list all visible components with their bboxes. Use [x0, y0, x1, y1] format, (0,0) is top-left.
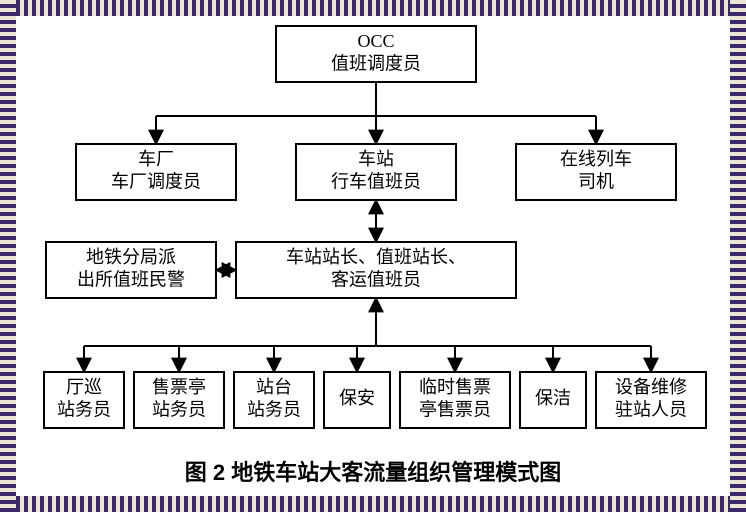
node-station_op-line0: 车站	[358, 149, 394, 169]
node-depot-line0: 车厂	[138, 149, 174, 169]
node-driver-line1: 司机	[578, 171, 614, 191]
node-b1-line1: 站务员	[57, 399, 111, 419]
node-b5-line1: 亭售票员	[419, 399, 491, 419]
node-b4: 保安	[324, 372, 390, 428]
node-b3: 站台站务员	[234, 372, 314, 428]
node-b3-line0: 站台	[256, 377, 292, 397]
node-b2-line0: 售票亭	[152, 377, 206, 397]
node-b1: 厅巡站务员	[44, 372, 124, 428]
node-center: 车站站长、值班站长、客运值班员	[236, 242, 516, 298]
frame-border-top	[0, 0, 746, 16]
node-station_op-line1: 行车值班员	[331, 171, 421, 191]
node-depot-line1: 车厂调度员	[111, 171, 201, 191]
node-b5-line0: 临时售票	[419, 377, 491, 397]
node-b2: 售票亭站务员	[134, 372, 224, 428]
node-occ-line1: 值班调度员	[331, 53, 421, 73]
diagram-frame: OCC值班调度员车厂车厂调度员车站行车值班员在线列车司机地铁分局派出所值班民警车…	[0, 0, 746, 512]
node-occ-line0: OCC	[357, 31, 394, 51]
node-occ: OCC值班调度员	[276, 26, 476, 82]
node-b7-line0: 设备维修	[615, 377, 687, 397]
node-b4-line0: 保安	[339, 388, 375, 408]
node-police-line0: 地铁分局派	[86, 247, 176, 267]
frame-border-bottom	[0, 496, 746, 512]
diagram-inner: OCC值班调度员车厂车厂调度员车站行车值班员在线列车司机地铁分局派出所值班民警车…	[16, 16, 730, 496]
node-b2-line1: 站务员	[152, 399, 206, 419]
node-b3-line1: 站务员	[247, 399, 301, 419]
node-driver: 在线列车司机	[516, 144, 676, 200]
node-b1-line0: 厅巡	[66, 377, 102, 397]
node-police-line1: 出所值班民警	[77, 269, 185, 289]
figure-caption: 图 2 地铁车站大客流量组织管理模式图	[185, 460, 561, 485]
node-b6-line0: 保洁	[535, 388, 571, 408]
node-police: 地铁分局派出所值班民警	[46, 242, 216, 298]
node-center-line1: 客运值班员	[331, 269, 421, 289]
node-center-line0: 车站站长、值班站长、	[286, 247, 466, 267]
node-b5: 临时售票亭售票员	[400, 372, 510, 428]
frame-border-left	[0, 0, 16, 512]
frame-border-right	[730, 0, 746, 512]
diagram-svg: OCC值班调度员车厂车厂调度员车站行车值班员在线列车司机地铁分局派出所值班民警车…	[16, 16, 730, 496]
node-station_op: 车站行车值班员	[296, 144, 456, 200]
node-b7: 设备维修驻站人员	[596, 372, 706, 428]
node-driver-line0: 在线列车	[560, 149, 632, 169]
node-depot: 车厂车厂调度员	[76, 144, 236, 200]
node-b6: 保洁	[520, 372, 586, 428]
node-b7-line1: 驻站人员	[615, 399, 687, 419]
